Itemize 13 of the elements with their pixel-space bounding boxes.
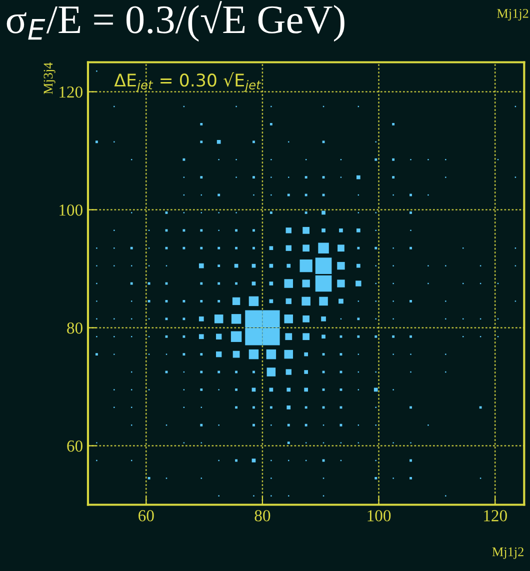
y-tick-label: 100 <box>60 204 82 216</box>
y-axis-title: Mj3j4 <box>44 62 56 94</box>
x-tick-label: 60 <box>138 510 154 522</box>
y-tick-label: 60 <box>67 440 82 452</box>
x-tick-label: 120 <box>484 510 507 522</box>
annotation: ΔE$_{jet}$ = 0.30 √E$_{jet}$ <box>114 72 262 92</box>
chart-title: σ$_{E}$/E = 0.3/(√E GeV) <box>6 1 344 42</box>
y-tick-label: 80 <box>67 322 82 334</box>
y-tick-label: 120 <box>60 86 82 98</box>
x-axis-title: Mj1j2 <box>492 547 524 559</box>
x-tick-label: 80 <box>254 510 270 522</box>
x-tick-label: 100 <box>368 510 391 522</box>
text: Mj1j2 <box>497 8 528 21</box>
